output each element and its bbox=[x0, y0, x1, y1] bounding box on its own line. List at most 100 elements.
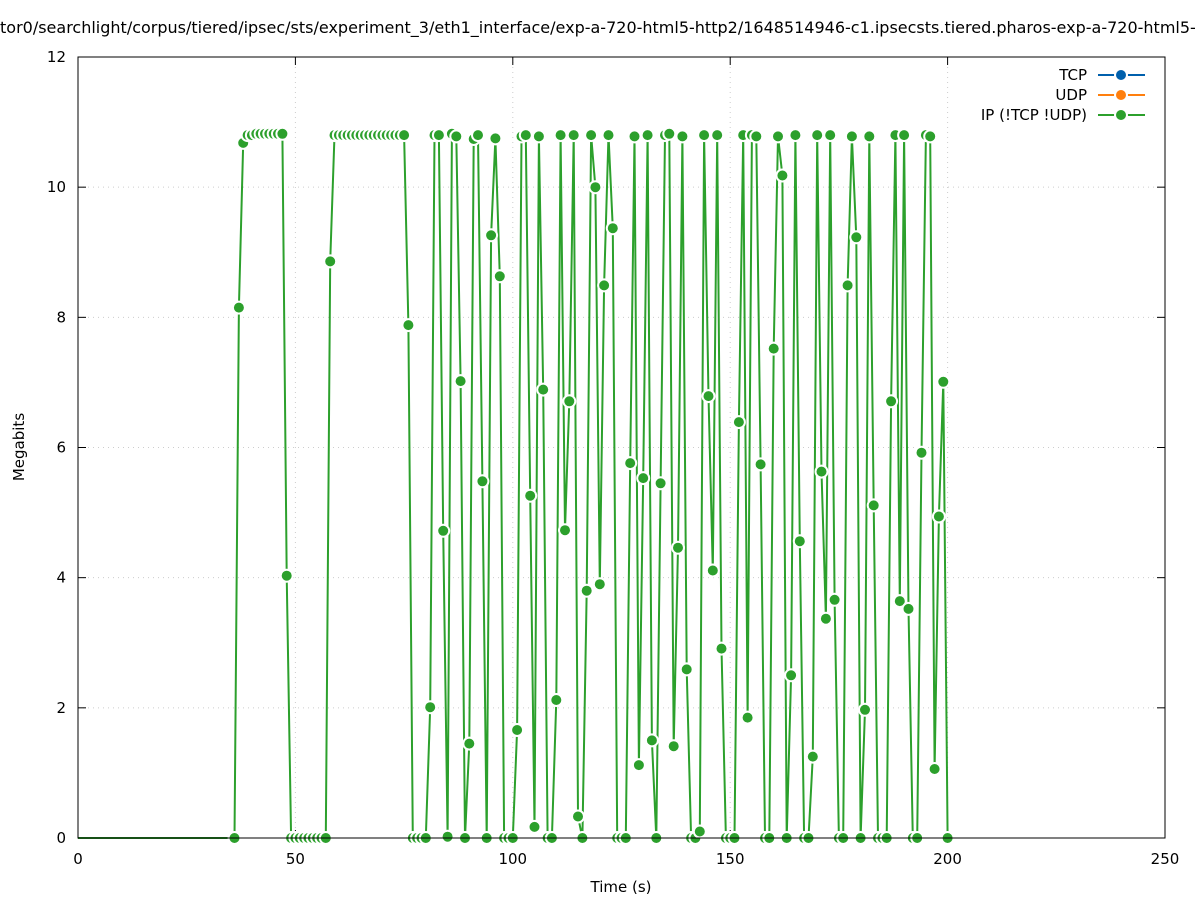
data-point bbox=[775, 168, 790, 183]
data-point bbox=[766, 341, 781, 356]
data-point bbox=[431, 128, 446, 143]
x-tick-label: 100 bbox=[498, 850, 527, 868]
data-point bbox=[423, 700, 438, 715]
y-tick-label: 4 bbox=[56, 569, 66, 587]
data-point bbox=[823, 128, 838, 143]
data-point bbox=[275, 126, 290, 141]
data-point bbox=[627, 129, 642, 144]
data-point bbox=[849, 230, 864, 245]
data-point bbox=[631, 758, 646, 773]
x-tick-label: 0 bbox=[73, 850, 83, 868]
x-tick-label: 200 bbox=[933, 850, 962, 868]
data-point bbox=[931, 509, 946, 524]
data-point bbox=[636, 471, 651, 486]
legend-label-udp: UDP bbox=[1055, 86, 1087, 104]
data-point bbox=[571, 809, 585, 824]
data-point bbox=[692, 824, 707, 839]
data-point bbox=[527, 819, 542, 834]
data-point bbox=[810, 128, 825, 143]
y-tick-label: 0 bbox=[56, 829, 66, 847]
data-point bbox=[818, 611, 833, 626]
data-point bbox=[784, 668, 799, 683]
data-point bbox=[666, 739, 681, 754]
data-point bbox=[605, 221, 620, 236]
data-point bbox=[697, 128, 712, 143]
data-point bbox=[231, 300, 246, 315]
data-point bbox=[558, 523, 572, 538]
data-point bbox=[749, 129, 764, 144]
data-point bbox=[401, 318, 416, 333]
data-point bbox=[884, 394, 899, 409]
data-point bbox=[788, 128, 803, 143]
data-point bbox=[923, 129, 938, 144]
legend-marker-ip bbox=[1114, 108, 1128, 122]
x-tick-label: 250 bbox=[1151, 850, 1180, 868]
data-point bbox=[484, 228, 499, 243]
data-point bbox=[510, 723, 525, 737]
data-point bbox=[436, 523, 451, 538]
data-point bbox=[592, 577, 607, 592]
data-point bbox=[518, 128, 533, 143]
data-point bbox=[714, 641, 729, 656]
data-point bbox=[675, 129, 690, 144]
data-point bbox=[523, 488, 538, 503]
data-point bbox=[531, 129, 546, 144]
data-point bbox=[710, 128, 725, 143]
data-point bbox=[323, 254, 338, 269]
data-point bbox=[566, 128, 581, 143]
data-point bbox=[588, 180, 603, 195]
legend-marker-udp bbox=[1114, 88, 1128, 102]
data-point bbox=[553, 128, 568, 143]
data-point bbox=[814, 464, 829, 479]
x-tick-label: 150 bbox=[716, 850, 745, 868]
data-point bbox=[914, 445, 929, 460]
data-point bbox=[897, 128, 912, 143]
tick-labels: 0 50 100 150 200 250 0 2 4 6 8 10 12 bbox=[47, 48, 1179, 868]
data-point bbox=[562, 394, 577, 409]
data-point bbox=[771, 129, 785, 144]
data-point bbox=[597, 278, 612, 293]
data-point bbox=[640, 128, 655, 143]
x-axis-label: Time (s) bbox=[590, 878, 652, 896]
chart-title: tor0/searchlight/corpus/tiered/ipsec/sts… bbox=[0, 18, 1197, 37]
legend-marker-tcp bbox=[1114, 68, 1128, 82]
legend-label-tcp: TCP bbox=[1058, 66, 1087, 84]
y-tick-label: 6 bbox=[56, 439, 66, 457]
data-point bbox=[805, 749, 820, 764]
data-point bbox=[679, 662, 694, 677]
data-point bbox=[584, 128, 599, 143]
y-tick-label: 2 bbox=[56, 699, 66, 717]
data-point bbox=[440, 829, 455, 844]
data-point bbox=[892, 594, 907, 609]
data-point bbox=[579, 583, 594, 598]
y-axis-label: Megabits bbox=[10, 413, 28, 481]
data-point bbox=[705, 563, 720, 578]
data-point bbox=[475, 474, 490, 489]
grid-lines bbox=[78, 57, 1165, 838]
data-point bbox=[753, 457, 768, 472]
data-point bbox=[549, 693, 564, 707]
y-tick-label: 8 bbox=[56, 308, 66, 326]
data-point bbox=[866, 498, 881, 513]
data-point bbox=[671, 540, 685, 555]
data-point bbox=[279, 568, 294, 583]
data-point bbox=[488, 131, 503, 146]
data-point bbox=[492, 269, 507, 284]
data-point bbox=[701, 389, 716, 404]
data-point bbox=[653, 476, 668, 491]
data-point bbox=[662, 126, 677, 141]
y-tick-label: 10 bbox=[47, 178, 66, 196]
data-point bbox=[844, 129, 859, 144]
axis-ticks bbox=[77, 56, 1166, 839]
data-point bbox=[536, 382, 551, 397]
data-point bbox=[453, 374, 468, 389]
data-point bbox=[927, 762, 942, 776]
data-point bbox=[840, 278, 855, 293]
data-point bbox=[623, 456, 638, 471]
data-point bbox=[731, 415, 746, 430]
data-point bbox=[462, 736, 477, 751]
data-point bbox=[901, 601, 916, 616]
data-point bbox=[471, 128, 485, 143]
legend: TCP UDP IP (!TCP !UDP) bbox=[981, 66, 1145, 124]
